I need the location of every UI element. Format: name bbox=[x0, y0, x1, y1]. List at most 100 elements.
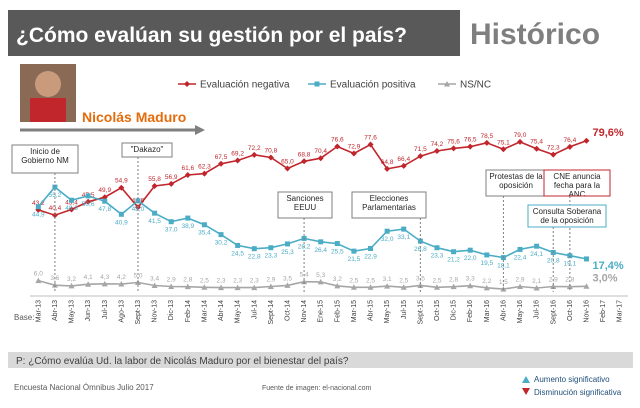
x-tick-label: Abr-13 bbox=[52, 300, 59, 321]
section-title: Histórico bbox=[470, 18, 600, 51]
data-label: 4,2 bbox=[117, 274, 126, 281]
marker bbox=[317, 155, 324, 162]
data-label: 25,3 bbox=[281, 249, 294, 256]
data-label: 78,5 bbox=[480, 133, 493, 140]
data-label: 54,9 bbox=[115, 178, 128, 185]
data-label: 49,9 bbox=[98, 187, 111, 194]
end-label: 3,0% bbox=[592, 272, 617, 284]
data-label: 30,2 bbox=[215, 240, 228, 247]
marker bbox=[267, 154, 274, 161]
marker bbox=[268, 245, 274, 251]
marker bbox=[451, 249, 457, 255]
data-label: 2,2 bbox=[482, 278, 491, 285]
data-label: 5,0 bbox=[133, 273, 142, 280]
annotation-box bbox=[11, 144, 79, 174]
data-label: 6,0 bbox=[34, 271, 43, 278]
annotation-box bbox=[543, 169, 611, 197]
end-label: 17,4% bbox=[592, 260, 623, 272]
data-label: 38,9 bbox=[181, 223, 194, 230]
x-tick-label: Jul-13 bbox=[102, 300, 109, 319]
legend-label: Evaluación positiva bbox=[330, 80, 416, 91]
marker bbox=[550, 283, 557, 289]
marker bbox=[384, 165, 391, 172]
x-tick-label: Sept-13 bbox=[135, 300, 142, 325]
data-label: 76,5 bbox=[464, 137, 477, 144]
marker bbox=[234, 284, 241, 291]
data-label: 33,1 bbox=[397, 234, 410, 241]
marker bbox=[500, 146, 507, 153]
data-label: 21,5 bbox=[348, 256, 361, 263]
data-label: 72,2 bbox=[248, 145, 261, 152]
data-label: 2,8 bbox=[183, 277, 192, 284]
x-tick-label: Oct-16 bbox=[567, 300, 574, 321]
marker bbox=[401, 226, 407, 232]
data-label: 43,2 bbox=[32, 200, 45, 207]
footer-survey: Encuesta Nacional Ómnibus Julio 2017 bbox=[14, 383, 154, 392]
data-label: 37,0 bbox=[165, 227, 178, 234]
marker bbox=[483, 139, 490, 146]
legend: Evaluación negativa Evaluación positiva NS… bbox=[178, 80, 491, 91]
data-label: 56,9 bbox=[165, 174, 178, 181]
marker bbox=[318, 239, 324, 245]
annotation-wrap: Elecciones Parlamentarias bbox=[362, 194, 416, 213]
annotation: Elecciones Parlamentarias bbox=[362, 194, 416, 213]
marker bbox=[384, 283, 391, 289]
data-label: 2,3 bbox=[233, 278, 242, 285]
marker bbox=[450, 283, 457, 290]
annotation-wrap: CNE anuncia fecha para la ANC bbox=[553, 172, 601, 196]
annotation-box bbox=[351, 191, 427, 219]
x-tick-label: May-14 bbox=[235, 300, 242, 323]
marker bbox=[450, 145, 457, 152]
data-label: 3,4 bbox=[150, 276, 159, 283]
marker bbox=[51, 212, 58, 219]
marker bbox=[467, 282, 474, 289]
x-tick-label: Mar-13 bbox=[35, 300, 42, 322]
series-line bbox=[38, 140, 587, 217]
annotation: CNE anuncia fecha para la ANC bbox=[553, 172, 601, 196]
marker bbox=[185, 215, 191, 221]
marker bbox=[151, 182, 158, 189]
data-label: 3,2 bbox=[333, 276, 342, 283]
data-label: 2,3 bbox=[217, 278, 226, 285]
x-tick-label: Nov-13 bbox=[152, 300, 159, 323]
data-label: 22,9 bbox=[364, 253, 377, 260]
x-tick-label: Jul-16 bbox=[534, 300, 541, 319]
data-label: 68,8 bbox=[298, 151, 311, 158]
x-tick-label: Sept-16 bbox=[550, 300, 557, 325]
marker bbox=[201, 170, 208, 177]
data-label: 43,4 bbox=[65, 200, 78, 207]
marker bbox=[301, 158, 308, 165]
marker bbox=[533, 285, 540, 291]
data-label: 79,0 bbox=[514, 132, 527, 139]
x-tick-label: Feb-14 bbox=[185, 300, 192, 322]
marker bbox=[168, 219, 174, 225]
data-label: 47,8 bbox=[98, 206, 111, 213]
data-label: 4,1 bbox=[84, 274, 93, 281]
marker bbox=[284, 165, 291, 172]
data-label: 70,4 bbox=[314, 148, 327, 155]
x-tick-label: Mar-16 bbox=[484, 300, 491, 322]
x-tick-label: May-16 bbox=[517, 300, 524, 323]
data-label: 24,1 bbox=[530, 251, 543, 258]
data-label: 32,0 bbox=[381, 236, 394, 243]
annotation-box bbox=[121, 142, 173, 158]
marker bbox=[467, 247, 473, 253]
x-tick-label: Mar-15 bbox=[351, 300, 358, 322]
plot: Mar-13 Abr-13 May-13 Jun-13 Jul-13 Ago-13 Sept… bbox=[11, 127, 628, 325]
x-tick-label: Oct-14 bbox=[284, 300, 291, 321]
x-tick-label: Feb-16 bbox=[467, 300, 474, 322]
annotation-wrap: Protestas de la oposición bbox=[489, 172, 542, 190]
legend-marker bbox=[314, 81, 320, 87]
annotation: Inicio de Gobierno NM bbox=[21, 147, 69, 166]
x-tick-label: Jul-15 bbox=[401, 300, 408, 319]
marker bbox=[583, 256, 589, 262]
marker bbox=[152, 210, 158, 216]
data-label: 77,6 bbox=[364, 135, 377, 142]
data-label: 2,9 bbox=[266, 276, 275, 283]
base-label: Base: bbox=[14, 313, 34, 322]
data-label: 4,3 bbox=[100, 274, 109, 281]
annotation: "Dakazo" bbox=[130, 145, 164, 154]
x-tick-label: Sept-15 bbox=[417, 300, 424, 325]
marker bbox=[467, 143, 474, 150]
